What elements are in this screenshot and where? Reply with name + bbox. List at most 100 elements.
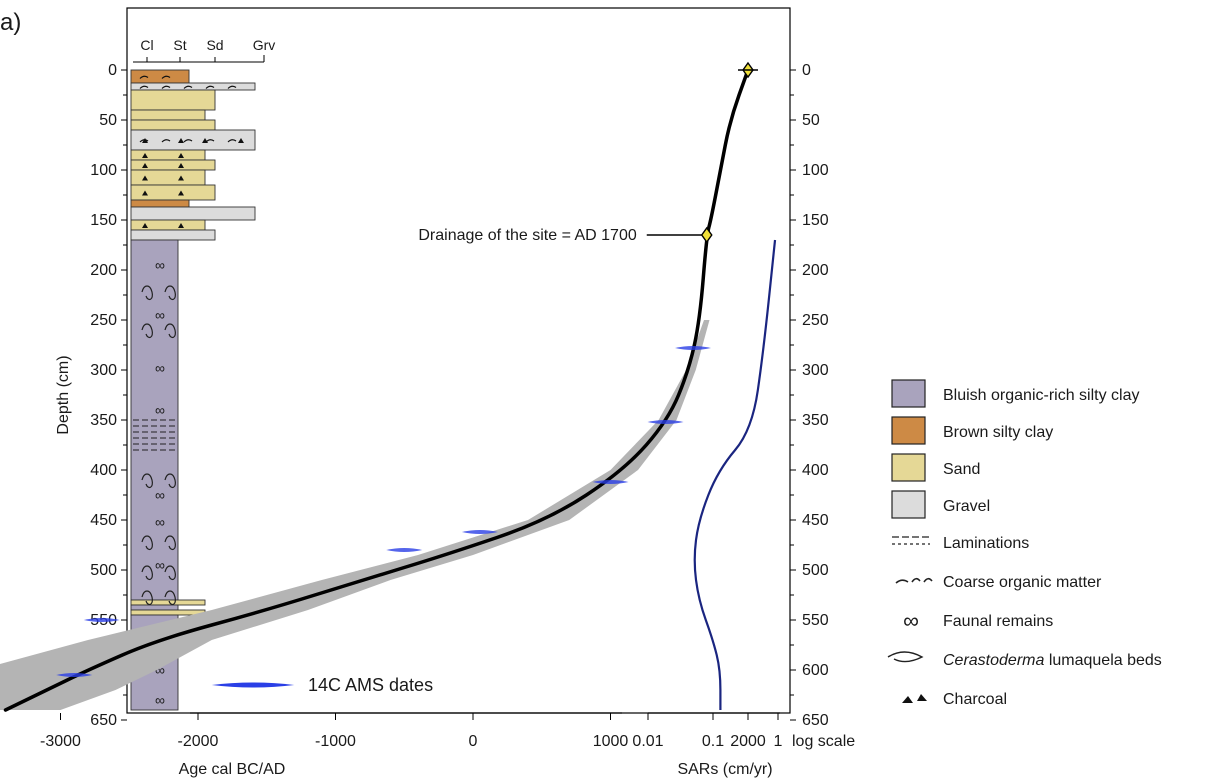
organic-symbol: [205, 85, 215, 89]
legend-swatch: [891, 453, 926, 482]
depth-tick-label: 200: [90, 262, 117, 279]
c14-date: [592, 480, 629, 484]
depth-axis: 050100150200250300350400450500550600650D…: [55, 62, 127, 729]
cerastoderma-symbol: [164, 565, 176, 581]
c14-date: [675, 346, 711, 350]
c14-date: [56, 673, 93, 677]
cerastoderma-icon: [887, 651, 924, 663]
charcoal-symbol: [142, 153, 148, 158]
grain-scale-label: Cl: [140, 37, 153, 53]
legend-item: Charcoal: [902, 691, 1007, 708]
legend-item: Cerastoderma lumaquela beds: [887, 651, 1162, 669]
c14-date: [647, 420, 684, 424]
drainage-label: Drainage of the site = AD 1700: [418, 227, 636, 244]
depth-tick-label: 650: [90, 712, 117, 729]
sar-tick-label: 1: [774, 733, 783, 750]
grain-scale-label: Grv: [253, 37, 276, 53]
faunal-symbol: ∞: [155, 402, 165, 418]
legend-item: Bluish organic-rich silty clay: [891, 379, 1140, 408]
charcoal-symbol: [142, 175, 148, 181]
charcoal-icon: [902, 694, 927, 703]
uncertainty-band: [0, 320, 710, 710]
cerastoderma-symbol: [141, 565, 153, 581]
cerastoderma-symbol: [164, 285, 176, 301]
lithology-unit: [130, 229, 216, 241]
faunal-symbol: ∞: [155, 360, 165, 376]
legend-item: ∞ Faunal remains: [903, 608, 1053, 633]
depth-tick-label-right: 250: [802, 312, 829, 329]
legend-item: Laminations: [892, 535, 1029, 552]
depth-tick-label-right: 500: [802, 562, 829, 579]
legend-swatch: [891, 379, 926, 408]
organic-symbol: [227, 139, 237, 143]
lithology-unit: [130, 159, 216, 171]
cerastoderma-symbol: [141, 473, 153, 489]
model-line: [3, 68, 750, 712]
legend-label: Brown silty clay: [943, 424, 1053, 441]
legend-label-rest: lumaquela beds: [1044, 652, 1161, 669]
lithology-unit: [130, 199, 190, 208]
faunal-symbol: ∞: [155, 662, 165, 678]
faunal-icon: ∞: [903, 608, 919, 633]
legend: Bluish organic-rich silty clay Brown silt…: [887, 379, 1162, 708]
lithology-unit: [130, 109, 206, 121]
lithology-unit: [130, 169, 206, 186]
legend-label: Faunal remains: [943, 613, 1053, 630]
legend-label-italic: Cerastoderma: [943, 652, 1044, 669]
cerastoderma-symbol: [141, 323, 153, 339]
age-tick-label: -2000: [178, 733, 219, 750]
depth-tick-label-right: 600: [802, 662, 829, 679]
legend-label: Coarse organic matter: [943, 574, 1102, 591]
depth-tick-label-right: 450: [802, 512, 829, 529]
grain-size-scale: Cl St Sd Grv: [133, 37, 276, 63]
c14-key-mark: [211, 682, 295, 688]
organic-symbol: [139, 85, 149, 89]
legend-label: Sand: [943, 461, 980, 478]
faunal-symbol: ∞: [155, 487, 165, 503]
lithology-column: ∞∞∞∞∞∞∞∞∞∞: [130, 69, 256, 711]
organic-symbol: [161, 85, 171, 89]
charcoal-symbol: [178, 223, 184, 228]
faunal-symbol: ∞: [155, 514, 165, 530]
depth-tick-label: 450: [90, 512, 117, 529]
legend-label: Charcoal: [943, 691, 1007, 708]
cerastoderma-symbol: [164, 323, 176, 339]
cerastoderma-symbol: [141, 285, 153, 301]
organic-symbol: [139, 139, 149, 143]
sar-tick-label: 0.01: [632, 733, 663, 750]
depth-tick-label: 400: [90, 462, 117, 479]
faunal-symbol: ∞: [155, 692, 165, 708]
legend-label: Gravel: [943, 498, 990, 515]
age-tick-label: -1000: [315, 733, 356, 750]
log-scale-label: log scale: [792, 733, 855, 750]
charcoal-symbol: [178, 138, 184, 143]
legend-swatch: [891, 490, 926, 519]
grain-scale-label: St: [173, 37, 186, 53]
sar-tick-label: 0.1: [702, 733, 724, 750]
depth-tick-label-right: 400: [802, 462, 829, 479]
charcoal-symbol: [238, 138, 244, 143]
age-tick-label: -3000: [40, 733, 81, 750]
cerastoderma-symbol: [141, 535, 153, 551]
charcoal-symbol: [178, 190, 184, 196]
organic-symbol: [183, 139, 193, 143]
organic-matter-icon: [895, 577, 933, 584]
lithology-unit: [130, 129, 256, 151]
lithology-unit: [130, 89, 216, 111]
organic-symbol: [139, 75, 149, 79]
cerastoderma-symbol: [141, 590, 153, 606]
depth-tick-label-right: 0: [802, 62, 811, 79]
faunal-symbol: ∞: [155, 557, 165, 573]
charcoal-symbol: [142, 223, 148, 228]
legend-swatch: [891, 416, 926, 445]
legend-label: Laminations: [943, 535, 1029, 552]
organic-symbol: [161, 139, 171, 143]
legend-label: Cerastoderma lumaquela beds: [943, 652, 1162, 669]
organic-symbol: [183, 85, 193, 89]
c14-date: [386, 548, 423, 552]
depth-axis-right: 0 50 100 150 200 250 300 350 400 450 500 550 600 650: [790, 62, 829, 729]
lithology-unit: [130, 206, 256, 221]
c14-date: [83, 618, 120, 622]
charcoal-symbol: [178, 175, 184, 181]
sar-line: [693, 239, 777, 710]
